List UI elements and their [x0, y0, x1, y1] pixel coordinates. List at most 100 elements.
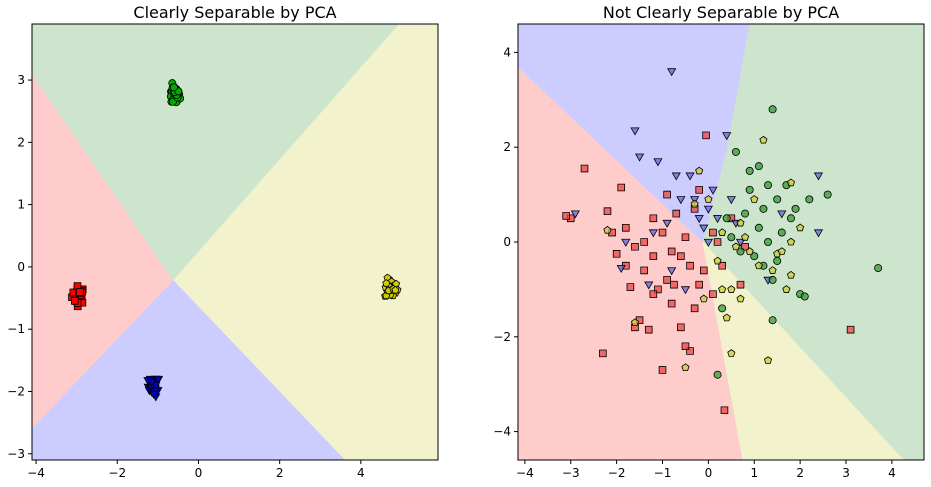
data-point: [169, 83, 178, 92]
data-point: [813, 229, 824, 238]
data-point: [768, 266, 777, 274]
data-point: [874, 264, 883, 273]
data-point: [653, 158, 663, 167]
data-point: [750, 252, 759, 261]
x-tick-label: −1: [654, 466, 672, 480]
data-point: [658, 228, 667, 237]
y-tick-label: −3: [7, 447, 25, 461]
y-tick-label: 0: [503, 235, 511, 249]
data-point: [777, 210, 787, 219]
data-point: [699, 224, 709, 233]
data-point: [722, 214, 731, 223]
plot-frame: [31, 23, 439, 461]
chart-title-left: Clearly Separable by PCA: [133, 3, 336, 22]
data-point: [727, 285, 736, 293]
data-point: [648, 229, 658, 238]
x-tick-label: 4: [888, 466, 896, 480]
data-point: [616, 264, 626, 273]
data-point: [713, 238, 722, 246]
data-point: [731, 147, 740, 156]
data-point: [846, 325, 855, 334]
data-point: [736, 247, 745, 256]
y-tick-label: 4: [503, 45, 511, 59]
x-tick-label: 3: [842, 466, 850, 480]
y-tick-label: −2: [7, 384, 25, 398]
data-point: [630, 127, 640, 136]
data-point: [736, 280, 745, 289]
data-point: [703, 205, 713, 214]
data-point: [681, 233, 690, 242]
data-point: [630, 318, 640, 326]
data-point: [773, 256, 782, 265]
data-point: [786, 237, 795, 246]
data-point: [741, 233, 750, 241]
data-point: [727, 233, 736, 242]
data-point: [713, 370, 722, 379]
data-point: [649, 290, 658, 298]
y-tick-label: −1: [7, 322, 25, 336]
data-point: [667, 267, 677, 276]
data-point: [70, 297, 79, 305]
plot-area: [32, 24, 438, 460]
data-point: [750, 195, 759, 203]
data-point: [649, 252, 658, 261]
data-point: [644, 325, 653, 334]
region-green: [702, 24, 924, 460]
data-point: [658, 366, 667, 374]
data-point: [677, 323, 685, 332]
data-point: [603, 207, 612, 215]
data-point: [580, 164, 589, 173]
data-point: [685, 172, 695, 181]
data-point: [631, 242, 639, 251]
region-yellow: [702, 241, 904, 460]
data-point: [722, 313, 731, 322]
x-tick-label: 2: [276, 466, 284, 480]
data-point: [686, 261, 694, 270]
data-point: [718, 285, 727, 293]
data-point: [680, 286, 691, 295]
data-point: [823, 190, 832, 199]
data-point: [786, 270, 795, 279]
data-point: [813, 172, 824, 181]
data-point: [800, 292, 809, 301]
data-point: [764, 181, 773, 190]
data-point: [690, 304, 699, 313]
x-tick-label: 1: [750, 466, 758, 480]
series-triangle-down: [570, 68, 824, 295]
data-point: [773, 195, 782, 204]
data-point: [754, 162, 763, 171]
chart-title-right: Not Clearly Separable by PCA: [603, 3, 839, 22]
data-point: [718, 261, 726, 270]
data-point: [671, 172, 681, 181]
data-point: [662, 219, 672, 228]
data-point: [759, 204, 768, 213]
data-point: [768, 105, 777, 114]
x-tick-label: 0: [705, 466, 713, 480]
data-point: [599, 349, 607, 358]
data-point: [777, 228, 786, 237]
series-pentagon: [603, 135, 805, 372]
data-point: [709, 228, 717, 237]
region-yellow: [172, 24, 438, 460]
plot-area: [518, 24, 924, 460]
data-point: [676, 196, 686, 205]
data-point: [745, 166, 754, 175]
data-point: [745, 185, 754, 194]
series-circle: [166, 79, 185, 107]
data-point: [713, 256, 722, 265]
data-point: [727, 349, 736, 357]
data-point: [805, 195, 814, 204]
data-point: [759, 135, 768, 144]
data-point: [677, 252, 685, 261]
data-point: [644, 281, 654, 290]
data-point: [708, 186, 718, 195]
data-point: [634, 153, 645, 162]
data-point: [699, 294, 708, 303]
data-point: [768, 275, 777, 284]
data-point: [699, 266, 708, 275]
data-point: [681, 342, 690, 351]
data-point: [722, 132, 732, 141]
series-square: [562, 131, 855, 415]
data-point: [720, 406, 729, 415]
